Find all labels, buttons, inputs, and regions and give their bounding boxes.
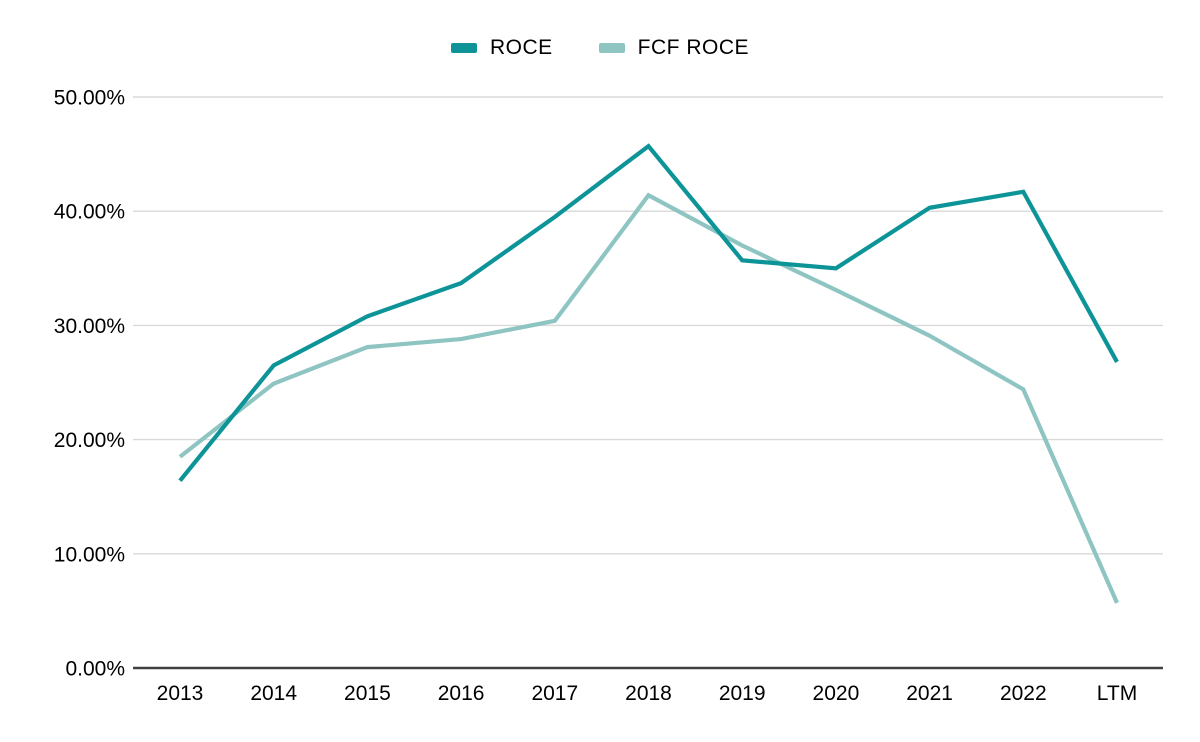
y-axis-tick-label: 50.00%	[54, 87, 125, 110]
x-axis-tick-label: 2014	[250, 682, 297, 705]
y-axis-tick-label: 40.00%	[54, 201, 125, 224]
x-axis-tick-label: LTM	[1097, 682, 1137, 705]
x-axis-tick-label: 2016	[438, 682, 485, 705]
y-axis-tick-label: 0.00%	[65, 658, 125, 681]
x-axis-tick-label: 2018	[625, 682, 672, 705]
series-line-fcf-roce	[178, 192, 1119, 604]
x-axis-tick-label: 2013	[157, 682, 204, 705]
chart-legend: ROCE FCF ROCE	[0, 36, 1200, 60]
legend-item-fcf-roce: FCF ROCE	[598, 36, 749, 60]
x-axis-tick-label: 2022	[1000, 682, 1047, 705]
x-axis-tick-label: 2015	[344, 682, 391, 705]
legend-label-fcf-roce: FCF ROCE	[637, 36, 749, 59]
x-axis-tick-label: 2017	[531, 682, 578, 705]
x-axis-tick-label: 2020	[813, 682, 860, 705]
y-axis-tick-label: 30.00%	[54, 315, 125, 338]
legend-item-roce: ROCE	[450, 36, 553, 60]
roce-series-swatch-icon	[450, 43, 477, 53]
legend-label-roce: ROCE	[489, 36, 553, 59]
x-axis-tick-label: 2019	[719, 682, 766, 705]
fcf-roce-series-swatch-icon	[598, 43, 625, 53]
series-line-roce	[178, 143, 1119, 483]
y-axis-tick-label: 20.00%	[54, 429, 125, 452]
y-axis-tick-label: 10.00%	[54, 543, 125, 566]
x-axis-tick-label: 2021	[906, 682, 953, 705]
